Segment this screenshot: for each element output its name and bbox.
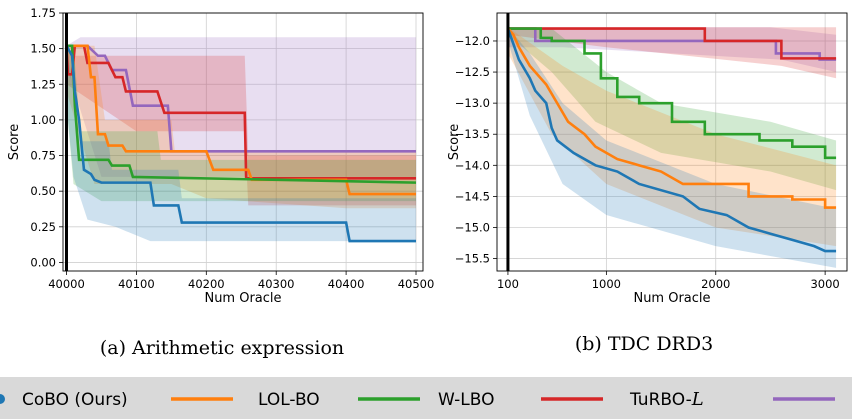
band-random xyxy=(507,27,837,73)
series-line-lol-bo xyxy=(506,27,837,209)
legend-label-lol-bo: LOL-BO xyxy=(258,390,320,410)
legend-label-cobo: CoBO (Ours) xyxy=(22,390,128,410)
legend: CoBO (Ours) LOL-BO W-LBO TuRBO-L xyxy=(0,377,852,419)
series-line-random xyxy=(66,44,417,153)
x-axis-label: Num Oracle xyxy=(633,291,710,306)
y-tick-label: 1.25 xyxy=(30,77,56,91)
band-cobo xyxy=(66,45,417,242)
y-tick-label: 0.75 xyxy=(30,149,56,163)
x-tick-label: 40200 xyxy=(188,277,225,291)
y-tick-label: −12.5 xyxy=(455,65,490,79)
series-line-w-lbo xyxy=(507,27,837,160)
y-tick-label: −14.0 xyxy=(455,158,490,172)
x-tick-label: 40500 xyxy=(398,277,435,291)
x-tick-label: 3000 xyxy=(810,277,839,291)
y-axis-label: Score xyxy=(7,124,22,160)
x-tick-label: 40300 xyxy=(258,277,295,291)
band-cobo xyxy=(507,27,837,268)
y-tick-label: −12.0 xyxy=(455,34,490,48)
y-tick-label: 0.25 xyxy=(30,220,56,234)
legend-marker-cobo xyxy=(0,394,5,404)
band-lol-bo xyxy=(66,45,417,209)
series-line-cobo xyxy=(506,28,837,253)
y-tick-label: 0.00 xyxy=(30,255,56,269)
panel-arithmetic-expression: 40000 40100 40200 40300 40400 40500 0.00 0.25 0.… xyxy=(7,6,434,306)
x-tick-label: 40100 xyxy=(118,277,155,291)
legend-label-w-lbo: W-LBO xyxy=(438,390,494,410)
plot-frame xyxy=(496,12,848,272)
y-tick-label: −13.0 xyxy=(455,96,490,110)
x-axis-label: Num Oracle xyxy=(204,291,281,306)
x-tick-label: 100 xyxy=(497,277,519,291)
series-line-turbo xyxy=(507,27,837,60)
legend-label-italic: L xyxy=(691,389,704,410)
x-tick-label: 1000 xyxy=(592,277,621,291)
y-tick-label: −13.5 xyxy=(455,127,490,141)
x-tick-label: 2000 xyxy=(701,277,730,291)
band-turbo xyxy=(66,45,417,206)
band-lol-bo xyxy=(507,27,837,247)
panel-tdc-drd3: 100 1000 2000 3000 −12.0 −12.5 −13.0 −13.5 −14.0… xyxy=(447,12,848,306)
y-tick-label: 0.50 xyxy=(30,184,56,198)
band-random xyxy=(66,37,417,177)
y-axis-label: Score xyxy=(447,124,462,160)
caption-arithmetic-expression: (a) Arithmetic expression xyxy=(100,337,344,359)
y-tick-label: −14.5 xyxy=(455,189,490,203)
x-tick-label: 40000 xyxy=(48,277,85,291)
x-tick-label: 40400 xyxy=(328,277,365,291)
series-line-cobo xyxy=(65,45,417,243)
legend-label-turbo: TuRBO-L xyxy=(629,389,704,410)
caption-tdc-drd3: (b) TDC DRD3 xyxy=(575,333,713,355)
y-tick-label: −15.0 xyxy=(455,220,490,234)
y-tick-label: −15.5 xyxy=(455,252,490,266)
legend-background xyxy=(0,377,852,419)
band-w-lbo xyxy=(66,45,417,202)
y-tick-label: 1.75 xyxy=(30,6,56,20)
y-tick-label: 1.00 xyxy=(30,113,56,127)
plot-frame xyxy=(62,12,424,272)
y-tick-label: 1.50 xyxy=(30,42,56,56)
